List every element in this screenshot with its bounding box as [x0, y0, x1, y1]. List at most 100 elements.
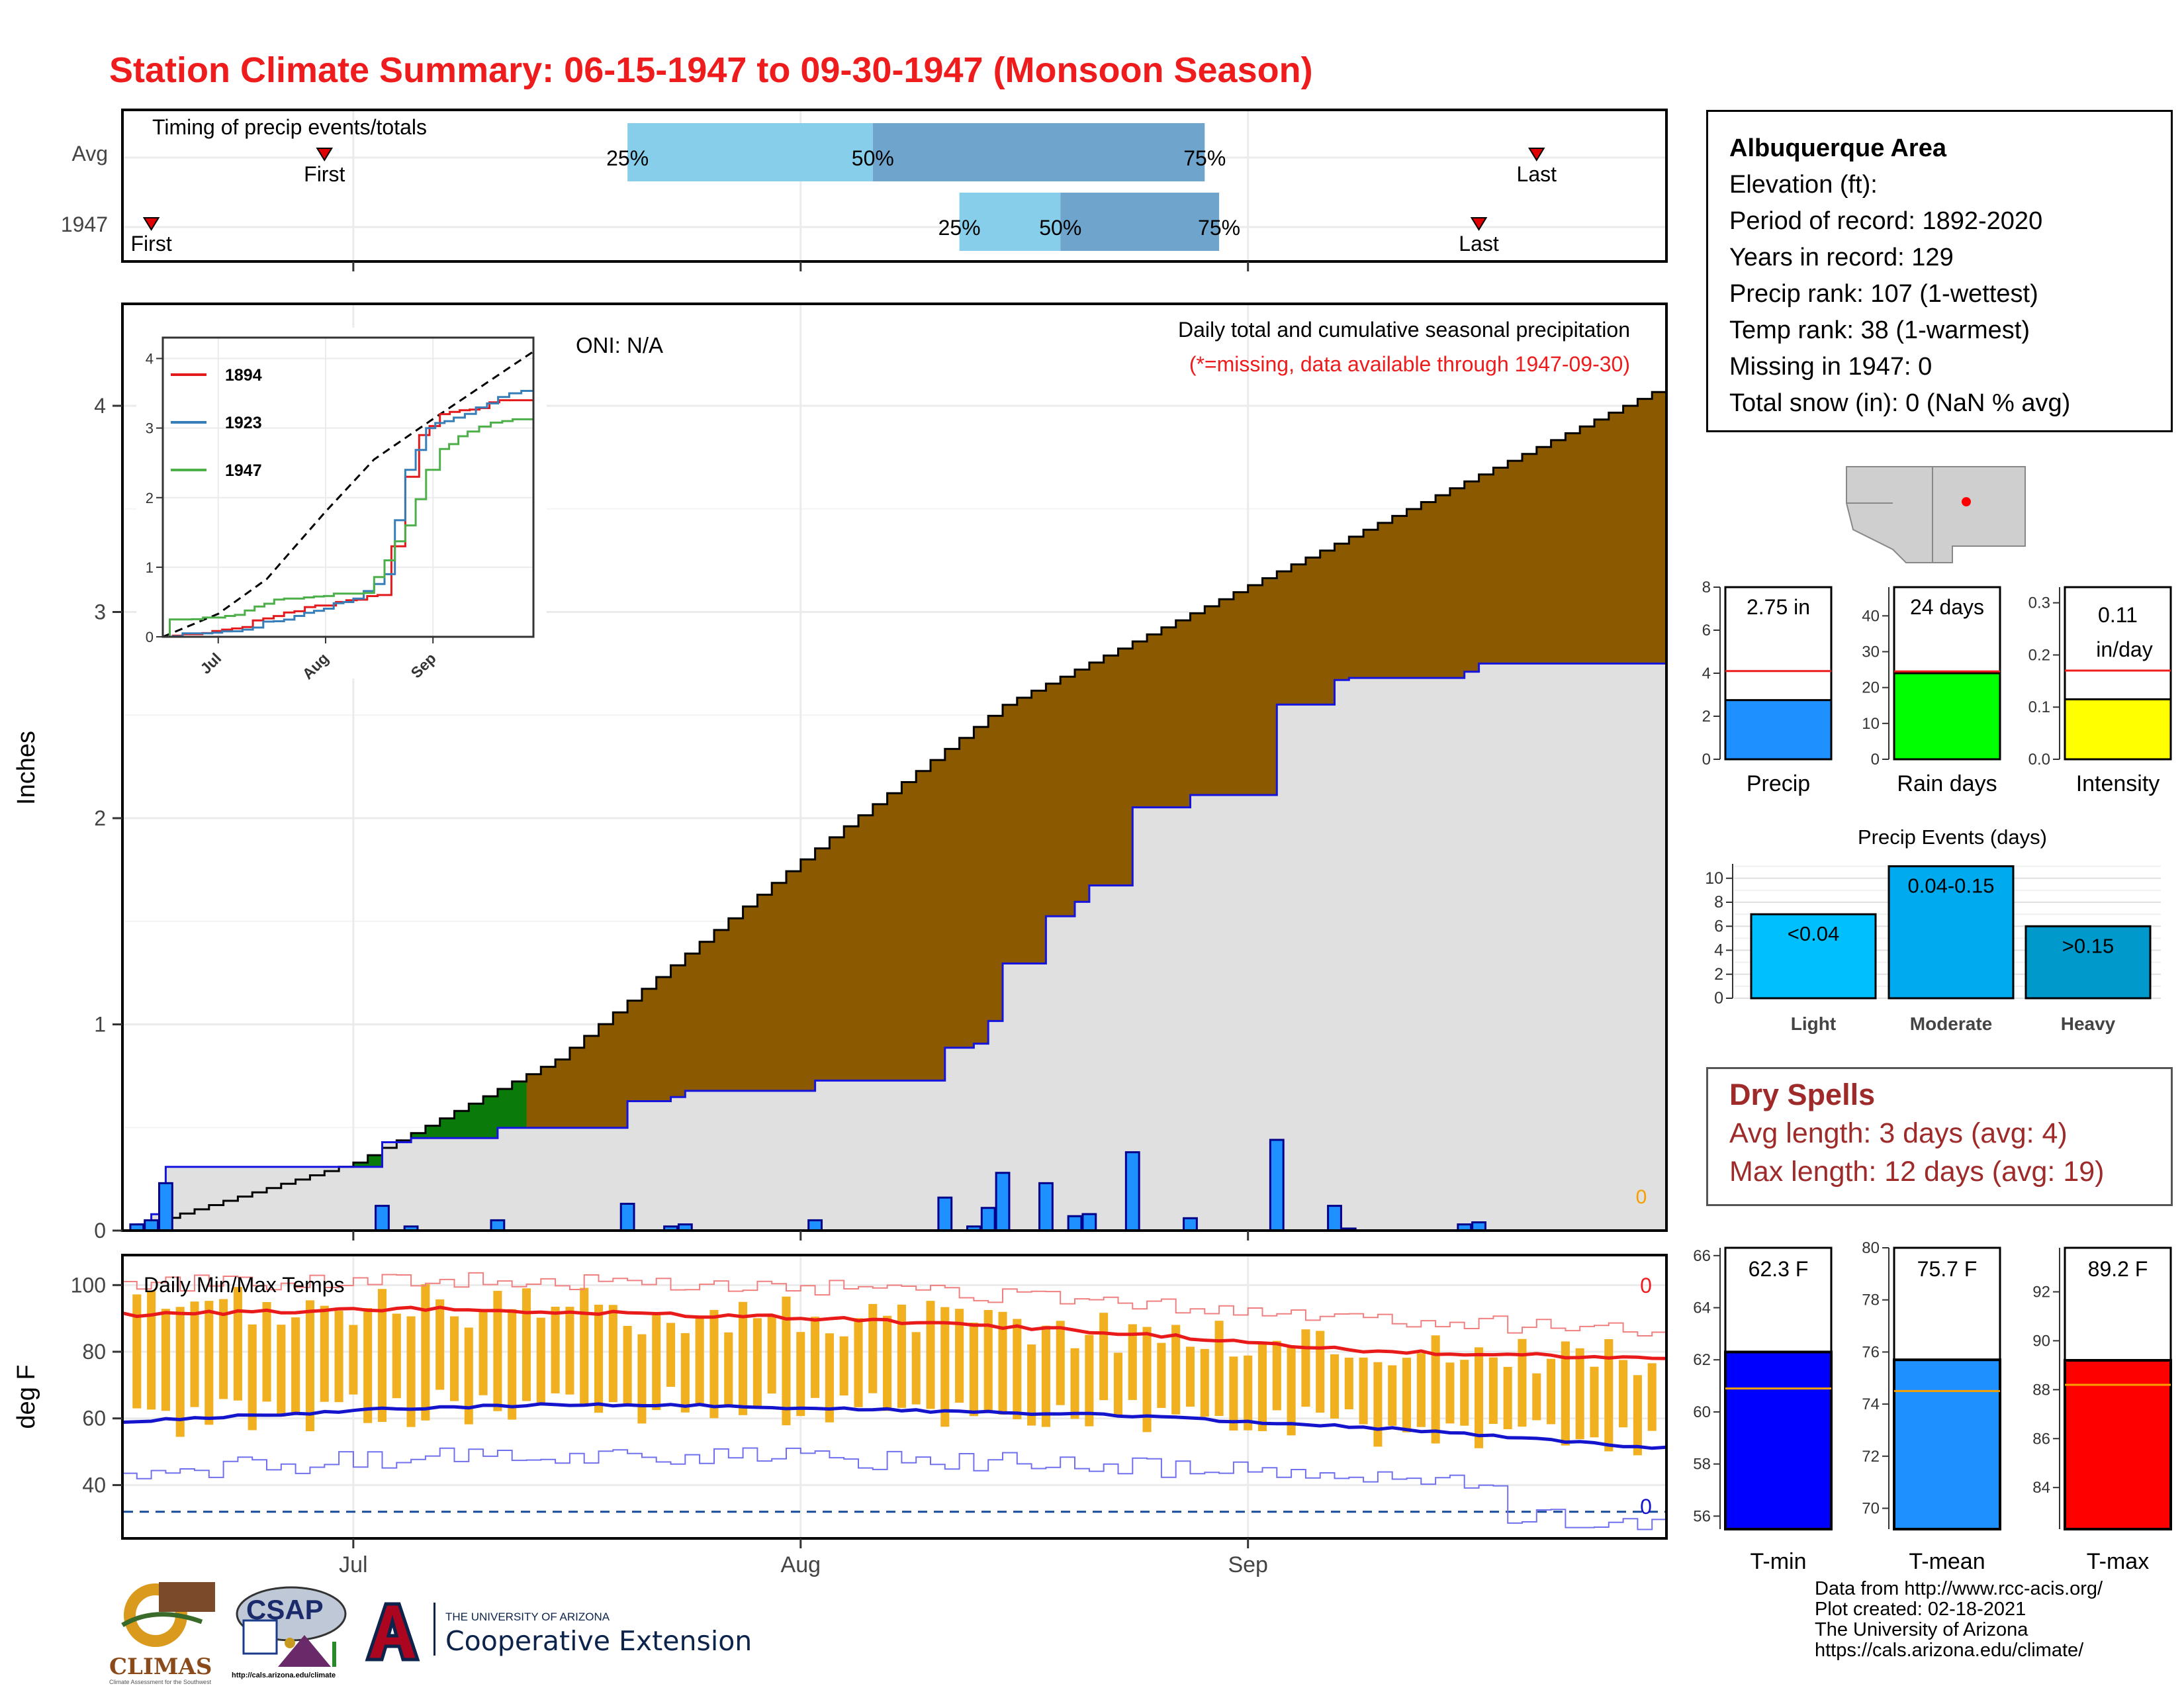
thermo-tick-label: 60: [1693, 1403, 1711, 1421]
daily-temp-bar: [478, 1311, 488, 1395]
daily-temp-bar: [1388, 1365, 1397, 1426]
daily-temp-bar: [695, 1318, 704, 1406]
daily-temp-bar: [1171, 1325, 1181, 1415]
ua-divider: [433, 1603, 435, 1656]
thermo-label: T-min: [1751, 1549, 1807, 1574]
station-elevation: Elevation (ft):: [1729, 171, 1878, 199]
avg-max-line: [122, 1305, 1667, 1360]
observed-cumulative-area: [122, 663, 1666, 1231]
precip-events-chart: Precip Events (days) 0 2 4 6 8 10 <0.04 Light 0.0…: [1705, 825, 2161, 1034]
timing-p75: 75%: [1183, 146, 1226, 170]
daily-temp-bar: [1200, 1348, 1209, 1417]
daily-temp-bar: [911, 1332, 921, 1405]
daily-precip-bar: [995, 1172, 1011, 1232]
timing-p25: 25%: [606, 146, 649, 170]
avg-min-line: [122, 1402, 1667, 1450]
daily-precip-bar: [490, 1219, 506, 1232]
daily-temp-bar: [1547, 1358, 1556, 1425]
events-y-tick-label: 0: [1714, 989, 1723, 1008]
station-precip-rank: Precip rank: 107 (1-wettest): [1729, 280, 2038, 308]
temp-label: Daily Min/Max Temps: [144, 1273, 344, 1297]
daily-temp-bar: [493, 1291, 502, 1411]
daily-temp-bar: [1359, 1357, 1368, 1425]
daily-temp-bar: [608, 1305, 617, 1403]
intensity-mini-tick-label: 0.3: [2028, 594, 2050, 612]
daily-temp-bar: [1475, 1347, 1484, 1448]
daily-temp-bar: [580, 1288, 589, 1407]
daily-temp-bar: [262, 1302, 271, 1402]
timing-last-label: Last: [1459, 232, 1499, 256]
daily-temp-bar: [637, 1334, 647, 1424]
daily-temp-bar: [1301, 1329, 1310, 1407]
timing-p25: 25%: [938, 216, 981, 240]
daily-precip-bar: [158, 1182, 173, 1232]
precip-mini-bar: [1724, 699, 1833, 761]
events-bar: [1750, 913, 1877, 1000]
timing-row-1947-label: 1947: [61, 212, 108, 236]
climas-logo: CLIMAS Climate Assessment for the Southw…: [109, 1579, 218, 1685]
precip-mini-tick-label: 0: [1702, 751, 1711, 769]
timing-last-marker: [1527, 148, 1545, 162]
temp-x-tick-label: Aug: [781, 1552, 821, 1577]
station-temp-rank: Temp rank: 38 (1-warmest): [1729, 316, 2030, 344]
thermo-tick-label: 78: [1862, 1291, 1880, 1309]
location-map: [1845, 463, 2029, 564]
daily-temp-bar: [868, 1303, 878, 1393]
timing-iqr-high: [872, 123, 1205, 181]
daily-temp-bar: [536, 1317, 545, 1404]
thermo-tick-label: 56: [1693, 1507, 1711, 1525]
station-years: Years in record: 129: [1729, 244, 1954, 271]
inset-legend-label: 1894: [225, 366, 262, 385]
daily-temp-bar: [1532, 1373, 1541, 1421]
daily-temp-bar: [1647, 1363, 1657, 1431]
csap-logo: CSAP http://cals.arizona.edu/climate: [232, 1582, 351, 1681]
daily-temp-bar: [1330, 1354, 1340, 1419]
daily-temp-bar: [709, 1309, 719, 1419]
daily-precip-bar: [144, 1219, 159, 1232]
station-info-box: Albuquerque Area Elevation (ft): Period …: [1706, 110, 2173, 432]
intensity-mini-unit: in/day: [2096, 637, 2152, 661]
precip-mini-label: Precip: [1747, 771, 1810, 796]
timing-last-marker: [1470, 217, 1488, 231]
timing-iqr-low: [627, 123, 873, 181]
daily-temp-bar: [334, 1311, 343, 1403]
daily-temp-bar: [233, 1287, 242, 1401]
credits-url: https://cals.arizona.edu/climate/: [1815, 1640, 2084, 1661]
timing-p50: 50%: [1039, 216, 1081, 240]
thermo-bar: [1893, 1358, 2001, 1530]
temperature-bars: 56 58 60 62 64 66 62.3 F T-min 70 72 74 76 78 80 75.7 …: [1693, 1239, 2172, 1574]
precip-mini-tick-label: 6: [1702, 622, 1711, 639]
daily-temp-bar: [1503, 1366, 1512, 1430]
events-bar-label: <0.04: [1788, 922, 1839, 945]
station-period: Period of record: 1892-2020: [1729, 207, 2043, 235]
daily-temp-bar: [1373, 1362, 1383, 1447]
events-category-label: Light: [1791, 1013, 1836, 1034]
daily-temp-bar: [623, 1325, 632, 1406]
daily-temp-bar: [767, 1316, 776, 1394]
daily-temp-bar: [1214, 1321, 1224, 1417]
dry-spells-box: Dry Spells Avg length: 3 days (avg: 4) M…: [1706, 1067, 2173, 1206]
daily-temp-bar: [508, 1309, 517, 1420]
daily-temp-bar: [969, 1323, 978, 1417]
daily-temp-bar: [1460, 1360, 1469, 1426]
daily-precip-bar: [1183, 1217, 1198, 1232]
thermo-tick-label: 62: [1693, 1351, 1711, 1369]
rain-days-mini-value: 24 days: [1910, 595, 1984, 619]
inset-legend-label: 1923: [225, 414, 262, 432]
precip-y-tick-label: 3: [94, 600, 106, 624]
inset-y-tick-label: 3: [146, 420, 154, 437]
rain-days-mini-tick-label: 0: [1871, 751, 1880, 769]
precip-mini-tick-label: 8: [1702, 579, 1711, 596]
daily-temp-bar: [1229, 1356, 1238, 1431]
temp-panel: 40 60 80 100 Jul Aug Sep Daily Min/Max Temps 0…: [13, 1254, 1668, 1577]
station-missing: Missing in 1947: 0: [1729, 353, 1933, 381]
timing-first-marker: [316, 148, 334, 162]
temp-frame: [121, 1254, 1668, 1540]
precip-y-tick-label: 0: [94, 1219, 106, 1243]
station-location-dot: [1962, 497, 1971, 506]
ua-extension-logo: THE UNIVERSITY OF ARIZONA Cooperative Ex…: [361, 1599, 758, 1665]
daily-temp-bar: [421, 1284, 430, 1421]
temp-y-label: deg F: [13, 1364, 40, 1429]
precip-mini-tick-label: 4: [1702, 665, 1711, 682]
